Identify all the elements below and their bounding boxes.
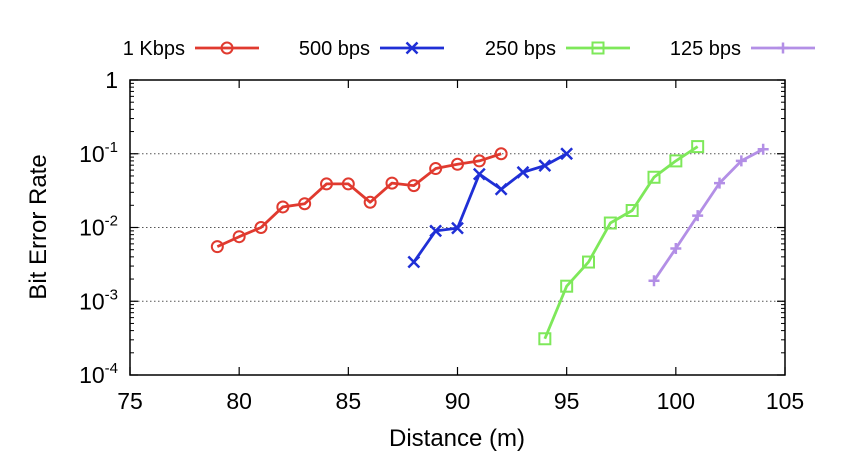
series-250-bps xyxy=(538,140,705,346)
data-point-125-bps xyxy=(670,242,682,254)
data-point-125-bps xyxy=(692,210,704,222)
y-tick-label: 10-2 xyxy=(79,213,118,241)
data-point-250-bps xyxy=(669,154,683,168)
data-point-250-bps xyxy=(625,204,639,218)
y-tick-base: 10 xyxy=(79,215,105,241)
y-tick-label: 10-1 xyxy=(79,139,118,167)
data-point-500-bps xyxy=(451,221,464,235)
data-point-250-bps xyxy=(691,140,705,154)
data-point-125-bps xyxy=(735,155,747,167)
data-point-1-kbps xyxy=(385,176,399,190)
data-point-1-kbps xyxy=(429,162,443,176)
y-tick-label: 1 xyxy=(105,67,118,93)
legend: 1 Kbps 500 bps 250 bps 125 bps xyxy=(123,38,815,60)
grid-lines xyxy=(130,153,785,302)
data-point-250-bps xyxy=(603,216,617,230)
y-tick-base: 10 xyxy=(79,362,105,388)
axes: 110-110-210-310-475 80 85 90 95 100 105 xyxy=(79,67,804,414)
x-tick-label: 105 xyxy=(766,388,804,414)
y-tick-exponent: -2 xyxy=(105,213,118,230)
series-group xyxy=(210,140,769,346)
data-point-250-bps xyxy=(647,170,661,184)
data-point-1-kbps xyxy=(254,221,268,234)
y-tick-exponent: -3 xyxy=(105,286,118,303)
legend-item-500-bps: 500 bps xyxy=(299,38,444,60)
y-tick-exponent: -1 xyxy=(105,139,118,156)
y-tick-label: 10-3 xyxy=(79,286,118,314)
y-tick-label: 10-4 xyxy=(79,360,118,388)
y-tick-base: 1 xyxy=(105,67,118,93)
data-point-250-bps xyxy=(582,255,595,269)
data-point-1-kbps xyxy=(494,147,508,161)
data-point-125-bps xyxy=(714,177,725,189)
series-line-250-bps xyxy=(543,145,699,340)
x-axis-label: Distance (m) xyxy=(389,425,525,452)
data-point-1-kbps xyxy=(210,240,224,254)
x-tick-label: 90 xyxy=(445,388,471,414)
data-point-1-kbps xyxy=(232,230,246,244)
data-point-500-bps xyxy=(560,147,574,161)
data-point-1-kbps xyxy=(298,197,312,211)
series-1-kbps xyxy=(210,147,508,254)
y-tick-base: 10 xyxy=(79,141,105,167)
legend-marker-125-bps xyxy=(777,42,789,54)
legend-label: 500 bps xyxy=(299,38,370,60)
series-125-bps xyxy=(648,143,769,287)
data-point-125-bps xyxy=(757,143,769,155)
legend-item-125-bps: 125 bps xyxy=(670,38,815,60)
legend-marker-500-bps xyxy=(405,41,419,55)
legend-item-1-kbps: 1 Kbps xyxy=(123,38,259,60)
data-point-500-bps xyxy=(516,165,530,179)
y-axis-label: Bit Error Rate xyxy=(25,154,52,299)
y-tick-base: 10 xyxy=(79,288,105,314)
legend-label: 1 Kbps xyxy=(123,38,185,60)
series-line-125-bps xyxy=(652,148,764,282)
data-point-1-kbps xyxy=(363,195,377,209)
legend-marker-1-kbps xyxy=(220,41,234,55)
data-point-1-kbps xyxy=(276,200,290,214)
x-tick-label: 75 xyxy=(117,388,143,414)
data-point-1-kbps xyxy=(341,177,355,191)
y-tick-exponent: -4 xyxy=(105,360,118,377)
data-point-500-bps xyxy=(494,182,508,196)
series-line-500-bps xyxy=(412,152,568,263)
data-point-500-bps xyxy=(472,167,486,181)
data-point-1-kbps xyxy=(320,177,333,191)
data-point-250-bps xyxy=(538,332,552,346)
data-point-250-bps xyxy=(560,279,574,293)
series-500-bps xyxy=(407,147,574,269)
x-tick-label: 95 xyxy=(554,388,580,414)
data-point-1-kbps xyxy=(407,179,421,193)
data-point-500-bps xyxy=(429,224,443,238)
x-tick-label: 85 xyxy=(336,388,362,414)
x-tick-label: 100 xyxy=(657,388,695,414)
data-point-1-kbps xyxy=(472,154,486,168)
legend-label: 250 bps xyxy=(485,38,556,60)
legend-label: 125 bps xyxy=(670,38,741,60)
data-point-500-bps xyxy=(538,159,552,173)
data-point-1-kbps xyxy=(451,157,464,171)
x-tick-label: 80 xyxy=(226,388,252,414)
data-point-125-bps xyxy=(648,275,660,287)
legend-marker-250-bps xyxy=(591,41,605,55)
data-point-500-bps xyxy=(407,255,421,269)
legend-item-250-bps: 250 bps xyxy=(485,38,630,60)
